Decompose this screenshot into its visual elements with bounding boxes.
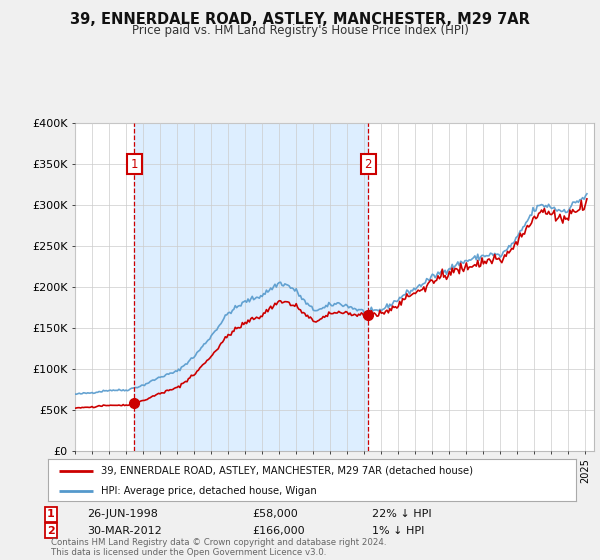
Text: 1: 1 <box>131 158 138 171</box>
Bar <box>134 123 368 451</box>
Text: 2: 2 <box>47 526 55 536</box>
Text: 1% ↓ HPI: 1% ↓ HPI <box>372 526 424 536</box>
Text: 26-JUN-1998: 26-JUN-1998 <box>87 509 158 519</box>
Text: £166,000: £166,000 <box>252 526 305 536</box>
Text: £58,000: £58,000 <box>252 509 298 519</box>
Text: Price paid vs. HM Land Registry's House Price Index (HPI): Price paid vs. HM Land Registry's House … <box>131 24 469 37</box>
Text: 30-MAR-2012: 30-MAR-2012 <box>87 526 162 536</box>
Text: Contains HM Land Registry data © Crown copyright and database right 2024.
This d: Contains HM Land Registry data © Crown c… <box>51 538 386 557</box>
Text: 22% ↓ HPI: 22% ↓ HPI <box>372 509 431 519</box>
Text: 1: 1 <box>47 509 55 519</box>
Text: 39, ENNERDALE ROAD, ASTLEY, MANCHESTER, M29 7AR (detached house): 39, ENNERDALE ROAD, ASTLEY, MANCHESTER, … <box>101 466 473 476</box>
Text: 39, ENNERDALE ROAD, ASTLEY, MANCHESTER, M29 7AR: 39, ENNERDALE ROAD, ASTLEY, MANCHESTER, … <box>70 12 530 27</box>
Text: 2: 2 <box>365 158 372 171</box>
Text: HPI: Average price, detached house, Wigan: HPI: Average price, detached house, Wiga… <box>101 486 317 496</box>
